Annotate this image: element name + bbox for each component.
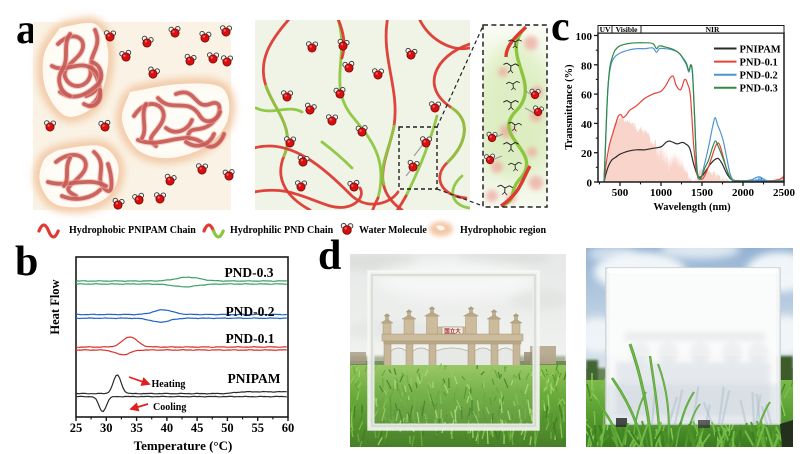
svg-text:Temperature (°C): Temperature (°C)	[134, 438, 233, 453]
svg-text:Water Molecule: Water Molecule	[359, 225, 427, 236]
svg-text:Transmittance (%): Transmittance (%)	[564, 64, 575, 150]
svg-text:Visible: Visible	[616, 25, 638, 34]
svg-text:80: 80	[581, 60, 593, 72]
svg-text:PND-0.3: PND-0.3	[224, 265, 273, 280]
svg-text:NIR: NIR	[706, 25, 720, 34]
svg-text:50: 50	[221, 421, 234, 435]
svg-text:UV: UV	[600, 25, 611, 34]
svg-text:45: 45	[191, 421, 204, 435]
svg-text:60: 60	[581, 90, 593, 102]
svg-text:1000: 1000	[650, 187, 673, 199]
svg-text:PND-0.2: PND-0.2	[740, 71, 778, 82]
svg-text:20: 20	[581, 148, 593, 160]
svg-text:Heat Flow: Heat Flow	[48, 279, 62, 334]
svg-text:Hydrophobic PNIPAM Chain: Hydrophobic PNIPAM Chain	[69, 225, 196, 236]
svg-text:c: c	[551, 4, 570, 50]
svg-text:0: 0	[587, 178, 593, 190]
svg-text:Hydrophilic PND Chain: Hydrophilic PND Chain	[230, 225, 334, 236]
svg-text:PND-0.3: PND-0.3	[740, 84, 778, 95]
svg-text:国立大: 国立大	[444, 327, 461, 335]
svg-text:30: 30	[100, 421, 113, 435]
svg-text:PND-0.1: PND-0.1	[740, 57, 778, 68]
svg-text:55: 55	[251, 421, 264, 435]
svg-text:PND-0.1: PND-0.1	[225, 331, 274, 346]
svg-text:Wavelength (nm): Wavelength (nm)	[653, 202, 731, 213]
svg-text:2500: 2500	[773, 187, 796, 199]
svg-text:Cooling: Cooling	[153, 402, 186, 413]
svg-text:PNIPAM: PNIPAM	[228, 371, 281, 386]
svg-text:Heating: Heating	[152, 379, 186, 390]
svg-text:d: d	[318, 233, 341, 279]
svg-text:a: a	[16, 7, 37, 53]
svg-text:25: 25	[70, 421, 83, 435]
svg-text:60: 60	[282, 421, 295, 435]
svg-text:Hydrophobic region: Hydrophobic region	[460, 225, 546, 236]
svg-text:500: 500	[612, 187, 629, 199]
svg-text:PND-0.2: PND-0.2	[225, 304, 274, 319]
svg-text:PNIPAM: PNIPAM	[740, 44, 781, 55]
svg-text:40: 40	[581, 119, 593, 131]
svg-text:b: b	[15, 239, 38, 285]
svg-text:2000: 2000	[732, 187, 755, 199]
svg-text:35: 35	[130, 421, 143, 435]
svg-text:1500: 1500	[691, 187, 714, 199]
svg-text:100: 100	[576, 31, 593, 43]
svg-text:40: 40	[161, 421, 174, 435]
